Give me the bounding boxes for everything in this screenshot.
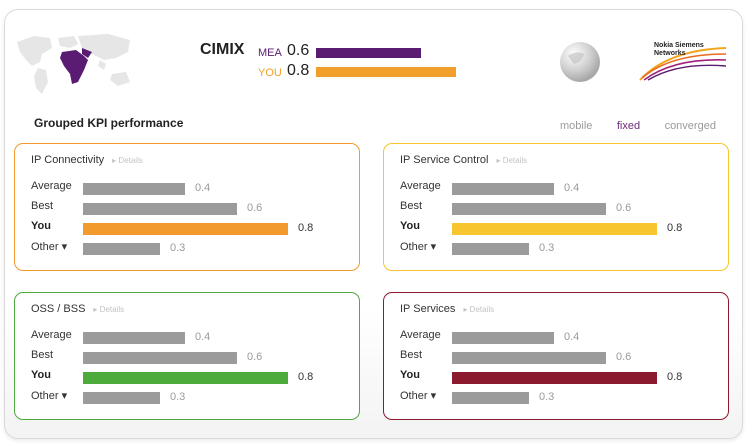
kpi-value: 0.4 — [564, 331, 580, 343]
cimix-mea-label: MEA — [258, 47, 282, 59]
other-dropdown[interactable]: Other ▾ — [400, 390, 437, 402]
card-title-text: IP Connectivity — [31, 154, 105, 166]
kpi-row: Average 0.4 — [400, 180, 700, 196]
tab-converged[interactable]: converged — [664, 120, 716, 132]
card-ip-services: IP Services ▸ Details Average 0.4 Best 0.6 You… — [383, 292, 729, 420]
kpi-row: Best 0.6 — [31, 200, 331, 216]
view-tabs: mobile fixed converged — [540, 116, 716, 134]
kpi-bar — [452, 392, 529, 404]
other-dropdown[interactable]: Other ▾ — [31, 390, 68, 402]
kpi-row: Average 0.4 — [31, 180, 331, 196]
kpi-row: Average 0.4 — [31, 329, 331, 345]
kpi-label: Average — [400, 329, 441, 341]
kpi-label: Best — [400, 349, 423, 361]
card-ip-connectivity: IP Connectivity ▸ Details Average 0.4 Best 0.… — [14, 143, 360, 271]
kpi-row: You 0.8 — [400, 220, 700, 236]
kpi-label: You — [31, 220, 51, 232]
you-bar — [452, 372, 657, 384]
kpi-value: 0.8 — [298, 371, 314, 383]
cimix-you-bar — [316, 67, 456, 77]
details-link[interactable]: ▸ Details — [93, 305, 125, 314]
you-bar — [83, 223, 288, 235]
card-title-text: IP Services — [400, 303, 456, 315]
kpi-label: You — [400, 369, 420, 381]
kpi-row: Best 0.6 — [400, 200, 700, 216]
kpi-row: You 0.8 — [400, 369, 700, 385]
kpi-value: 0.4 — [195, 331, 211, 343]
kpi-label: Best — [400, 200, 423, 212]
other-dropdown[interactable]: Other ▾ — [400, 241, 437, 253]
kpi-row: Best 0.6 — [31, 349, 331, 365]
card-title: OSS / BSS ▸ Details — [31, 303, 124, 315]
kpi-bar — [452, 243, 529, 255]
kpi-label: Best — [31, 200, 54, 212]
kpi-value: 0.8 — [667, 222, 683, 234]
tab-mobile[interactable]: mobile — [560, 120, 593, 132]
section-title: Grouped KPI performance — [34, 116, 184, 130]
kpi-bar — [83, 243, 160, 255]
kpi-row: Other ▾ 0.3 — [31, 389, 331, 405]
kpi-value: 0.4 — [564, 182, 580, 194]
card-title: IP Connectivity ▸ Details — [31, 154, 143, 166]
details-link[interactable]: ▸ Details — [112, 156, 143, 165]
kpi-value: 0.4 — [195, 182, 211, 194]
kpi-row: You 0.8 — [31, 220, 331, 236]
kpi-value: 0.6 — [247, 351, 263, 363]
you-bar — [452, 223, 657, 235]
kpi-label: You — [400, 220, 420, 232]
cimix-you-value: 0.8 — [287, 62, 310, 79]
nsn-logo-text: Nokia Siemens Networks — [654, 42, 704, 57]
kpi-row: Best 0.6 — [400, 349, 700, 365]
details-link[interactable]: ▸ Details — [463, 305, 495, 314]
you-bar — [83, 372, 288, 384]
kpi-bar — [83, 392, 160, 404]
cimix-you-label: YOU — [258, 67, 282, 79]
kpi-value: 0.6 — [616, 202, 632, 214]
tab-fixed[interactable]: fixed — [616, 120, 641, 132]
kpi-bar — [83, 352, 237, 364]
kpi-value: 0.6 — [616, 351, 632, 363]
kpi-label: Average — [400, 180, 441, 192]
kpi-bar — [83, 183, 185, 195]
kpi-bar — [452, 183, 554, 195]
details-link[interactable]: ▸ Details — [496, 156, 528, 165]
kpi-label: Average — [31, 329, 72, 341]
kpi-row: Average 0.4 — [400, 329, 700, 345]
card-title-text: OSS / BSS — [31, 303, 86, 315]
card-title: IP Service Control ▸ Details — [400, 154, 527, 166]
kpi-value: 0.3 — [539, 391, 555, 403]
card-title: IP Services ▸ Details — [400, 303, 494, 315]
kpi-label: You — [31, 369, 51, 381]
cimix-title: CIMIX — [200, 41, 245, 58]
kpi-bar — [83, 332, 185, 344]
kpi-bar — [452, 332, 554, 344]
card-oss-bss: OSS / BSS ▸ Details Average 0.4 Best 0.6 You 0.… — [14, 292, 360, 420]
card-title-text: IP Service Control — [400, 154, 489, 166]
cimix-mea-bar — [316, 48, 421, 58]
kpi-value: 0.8 — [667, 371, 683, 383]
kpi-row: Other ▾ 0.3 — [31, 240, 331, 256]
kpi-bar — [452, 352, 606, 364]
other-dropdown[interactable]: Other ▾ — [31, 241, 68, 253]
kpi-label: Best — [31, 349, 54, 361]
globe-icon[interactable] — [558, 40, 602, 84]
kpi-label: Average — [31, 180, 72, 192]
kpi-value: 0.3 — [170, 242, 186, 254]
card-ip-service-control: IP Service Control ▸ Details Average 0.4 Bes… — [383, 143, 729, 271]
nsn-logo-icon[interactable]: Nokia Siemens Networks — [638, 40, 728, 84]
cimix-mea-value: 0.6 — [287, 42, 310, 59]
kpi-row: You 0.8 — [31, 369, 331, 385]
kpi-row: Other ▾ 0.3 — [400, 240, 700, 256]
world-map-icon[interactable] — [12, 30, 137, 100]
kpi-bar — [83, 203, 237, 215]
kpi-bar — [452, 203, 606, 215]
kpi-row: Other ▾ 0.3 — [400, 389, 700, 405]
kpi-value: 0.3 — [539, 242, 555, 254]
kpi-value: 0.8 — [298, 222, 314, 234]
kpi-value: 0.3 — [170, 391, 186, 403]
kpi-value: 0.6 — [247, 202, 263, 214]
